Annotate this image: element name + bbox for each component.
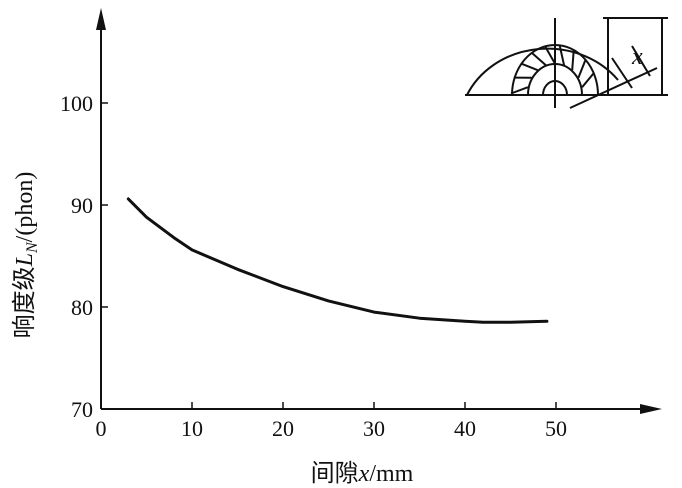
inset-dim-tick-b xyxy=(631,45,651,77)
inset-label-x: x xyxy=(631,44,643,70)
inset-blade xyxy=(571,50,575,71)
inset-blade xyxy=(581,71,595,88)
x-axis-title: 间隙x/mm xyxy=(311,460,414,487)
x-tick-label: 30 xyxy=(363,416,385,441)
inset-blades xyxy=(510,45,595,95)
inset-blade xyxy=(510,86,529,95)
inset-blade xyxy=(544,46,556,65)
axes xyxy=(96,8,662,414)
x-tick-label: 20 xyxy=(272,416,294,441)
inset-schematic xyxy=(465,17,668,109)
y-axis-title: 响度级LN/(phon) xyxy=(11,172,41,339)
y-tick-label: 90 xyxy=(71,193,93,218)
inset-dim-tick-a xyxy=(611,57,633,89)
x-axis-arrow xyxy=(640,404,662,414)
x-tick-label: 10 xyxy=(181,416,203,441)
series-line xyxy=(126,197,549,324)
x-tick-label: 40 xyxy=(454,416,476,441)
y-tick-label: 100 xyxy=(60,91,93,116)
y-axis-arrow xyxy=(96,8,106,30)
y-tick-label: 70 xyxy=(71,397,93,422)
inset-gap-line xyxy=(569,67,658,109)
inset-volute xyxy=(466,47,619,96)
ticks: 0 10 20 30 40 50 70 80 90 100 xyxy=(60,91,567,441)
series-layer xyxy=(126,197,549,324)
inset-blade xyxy=(558,45,566,66)
inset-impeller-inner xyxy=(527,63,583,96)
inset-blade xyxy=(520,62,539,72)
x-tick-label: 50 xyxy=(545,416,567,441)
inset-blade xyxy=(577,59,587,79)
inset-hub xyxy=(542,80,568,96)
x-tick-label: 0 xyxy=(96,416,107,441)
y-tick-label: 80 xyxy=(71,295,93,320)
inset-blade xyxy=(531,52,547,67)
